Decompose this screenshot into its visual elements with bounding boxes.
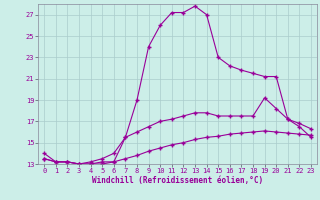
X-axis label: Windchill (Refroidissement éolien,°C): Windchill (Refroidissement éolien,°C) [92,176,263,185]
